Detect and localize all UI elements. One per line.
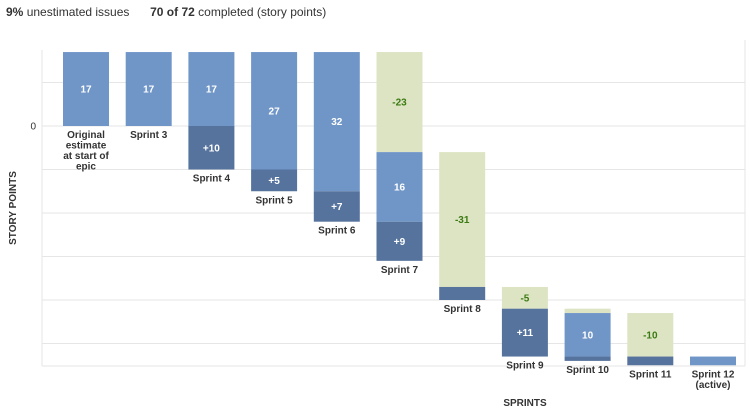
bar-removed — [439, 152, 486, 287]
x-category-label: (active) — [695, 380, 730, 391]
bar-value-label: +10 — [203, 143, 220, 154]
x-category-label: Sprint 8 — [444, 304, 482, 315]
bar-added — [313, 191, 360, 222]
bar-value-label: -10 — [643, 330, 658, 341]
unestimated-text: unestimated issues — [26, 5, 130, 19]
completed-text: completed (story points) — [198, 5, 327, 19]
bar-value-label: 32 — [331, 117, 343, 128]
summary-bar: 9% unestimated issues 70 of 72 completed… — [6, 5, 326, 19]
bar-remaining — [376, 152, 423, 222]
x-category-label: Sprint 10 — [566, 365, 609, 376]
bar-added — [251, 169, 298, 192]
x-category-label: epic — [76, 162, 96, 173]
x-axis-title: SPRINTS — [503, 398, 547, 409]
bar-remaining — [251, 52, 298, 170]
bar-value-label: 17 — [206, 85, 218, 96]
bar-value-label: +5 — [268, 176, 280, 187]
bar-completed — [564, 356, 611, 361]
bar-value-label: 16 — [394, 182, 406, 193]
bar-remaining — [63, 52, 109, 126]
bar-value-label: 10 — [582, 330, 594, 341]
y-tick-label: 0 — [30, 122, 36, 133]
x-category-label: Sprint 4 — [193, 174, 231, 185]
x-category-label: Sprint 12 — [692, 369, 735, 380]
bar-value-label: -31 — [455, 215, 470, 226]
x-category-label: Sprint 11 — [629, 369, 672, 380]
bar-remaining — [313, 52, 360, 192]
bar-added — [188, 126, 235, 170]
bar-remaining — [690, 356, 736, 366]
bar-value-label: 27 — [269, 106, 281, 117]
bar-completed — [627, 356, 674, 366]
unestimated-percent: 9% — [6, 5, 24, 19]
x-category-label: Original — [67, 130, 105, 141]
bar-value-label: -5 — [520, 293, 529, 304]
bar-value-label: 17 — [80, 85, 92, 96]
x-category-label: Sprint 6 — [318, 226, 356, 237]
bars — [63, 52, 736, 366]
bar-added — [376, 221, 423, 261]
x-category-label: Sprint 3 — [130, 130, 168, 141]
bar-removed — [376, 52, 423, 153]
x-category-label: Sprint 7 — [381, 265, 419, 276]
bar-remaining — [564, 313, 611, 357]
bar-removed — [501, 286, 548, 309]
bar-removed — [564, 308, 611, 314]
bar-value-label: +7 — [331, 202, 343, 213]
y-axis-title: STORY POINTS — [8, 171, 19, 245]
bar-value-label: +11 — [517, 328, 534, 339]
bar-remaining — [125, 52, 172, 126]
bar-value-label: 17 — [143, 85, 155, 96]
x-category-label: Sprint 5 — [255, 195, 293, 206]
x-category-label: estimate — [66, 141, 107, 152]
completed-ratio: 70 of 72 — [150, 5, 195, 19]
x-category-label: Sprint 9 — [506, 361, 544, 372]
bar-added — [501, 308, 548, 357]
bar-value-label: -23 — [392, 98, 407, 109]
x-category-label: at start of — [63, 151, 109, 162]
bar-removed — [627, 313, 674, 357]
bar-value-label: +9 — [394, 237, 406, 248]
bar-completed — [439, 286, 486, 300]
bar-remaining — [188, 52, 235, 126]
